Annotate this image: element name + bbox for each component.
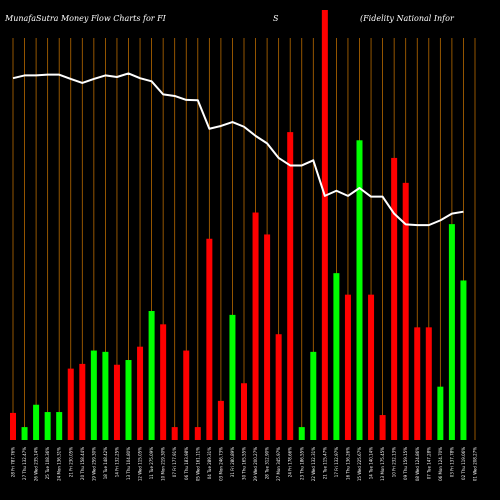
chart-title-symbol: S: [273, 14, 279, 23]
chart-title-company: (Fidelity National Infor: [360, 14, 455, 23]
money-flow-bar: [414, 327, 421, 440]
x-tick-label: 09 Thu 159.15%: [403, 447, 408, 480]
money-flow-bar: [298, 427, 305, 440]
x-tick-label: 23 Thu 186.55%: [299, 447, 304, 480]
money-flow-bar: [137, 346, 144, 440]
money-flow-bar: [10, 412, 16, 440]
money-flow-bar: [287, 132, 294, 440]
money-flow-bar: [437, 386, 444, 440]
x-tick-label: 28 Fri 787.76%: [11, 447, 16, 477]
x-tick-label: 18 Tue 148.42%: [103, 447, 108, 479]
money-flow-bar: [229, 314, 236, 440]
x-tick-label: 08 Wed 124.86%: [415, 447, 420, 481]
money-flow-bar: [171, 427, 178, 440]
money-flow-bar: [90, 350, 97, 440]
money-flow-bar: [379, 415, 386, 440]
money-flow-bar: [356, 140, 363, 441]
money-flow-bar: [33, 404, 40, 440]
x-tick-label: 26 Wed 235.14%: [34, 447, 39, 481]
money-flow-bar: [448, 224, 455, 440]
x-tick-label: 13 Mon 175.45%: [380, 447, 385, 481]
x-tick-label: 21 Fri 230.05%: [68, 447, 73, 477]
money-flow-bar: [241, 383, 247, 440]
money-flow-bar: [368, 294, 375, 440]
money-flow-bar: [321, 10, 328, 440]
x-tick-label: 17 Fri 132.97%: [334, 447, 339, 477]
trend-line: [12, 72, 464, 227]
money-flow-bar: [252, 212, 259, 440]
x-tick-label: 27 Mon 345.97%: [276, 447, 281, 481]
x-tick-label: 31 Fri 280.89%: [230, 447, 235, 477]
x-tick-labels: 28 Fri 787.76% 27 Thu 132.47% 26 Wed 235.1…: [11, 447, 478, 481]
x-tick-label: 11 Tue 275.09%: [149, 447, 154, 479]
money-flow-bar: [56, 412, 63, 440]
x-tick-label: 02 Thu 119.06%: [461, 447, 466, 480]
x-tick-label: 27 Thu 132.47%: [22, 447, 27, 480]
x-tick-label: 07 Tue 147.28%: [426, 447, 431, 479]
x-tick-label: 04 Tue 289.31%: [207, 447, 212, 479]
x-tick-label: 10 Mon 219.30%: [161, 447, 166, 481]
x-tick-label: 05 Wed 161.11%: [195, 447, 200, 481]
line-series: [12, 72, 464, 227]
x-tick-label: 03 Mon 246.73%: [218, 447, 223, 481]
x-tick-label: 10 Fri 232.13%: [392, 447, 397, 477]
money-flow-bar: [310, 351, 317, 440]
money-flow-bar: [344, 294, 351, 440]
money-flow-bar: [44, 412, 51, 440]
money-flow-bar: [102, 351, 109, 440]
money-flow-bar: [67, 368, 74, 440]
money-flow-bar: [194, 427, 201, 440]
x-tick-label: 13 Thu 104.80%: [126, 447, 131, 480]
x-tick-label: 03 Fri 137.78%: [449, 447, 454, 477]
money-flow-bar: [333, 273, 340, 440]
x-tick-label: 25 Tue 108.36%: [45, 447, 50, 479]
x-tick-label: 19 Wed 259.30%: [91, 447, 96, 481]
bar-series: [10, 10, 467, 441]
money-flow-bar: [391, 157, 398, 441]
money-flow-bar: [425, 327, 432, 440]
x-tick-label: 29 Wed 200.27%: [253, 447, 258, 481]
x-tick-label: 28 Tue 312.90%: [265, 447, 270, 479]
x-tick-label: 16 Thu 136.26%: [345, 447, 350, 480]
x-tick-label: 14 Fri 132.25%: [114, 447, 119, 477]
money-flow-bar: [460, 280, 467, 440]
money-flow-bar: [264, 234, 271, 440]
money-flow-bar: [148, 311, 155, 440]
x-tick-label: 20 Thu 158.44%: [80, 447, 85, 480]
money-flow-bar: [402, 182, 409, 441]
money-flow-bar: [79, 363, 86, 440]
x-tick-label: 30 Thu 165.55%: [242, 447, 247, 480]
x-tick-label: 24 Fri 178.66%: [288, 447, 293, 477]
x-tick-label: 21 Tue 115.47%: [322, 447, 327, 479]
money-flow-bar: [183, 350, 190, 440]
money-flow-bar: [113, 364, 120, 440]
money-flow-bar: [275, 334, 282, 440]
money-flow-bar: [217, 400, 224, 440]
x-tick-label: 06 Thu 183.98%: [184, 447, 189, 480]
x-tick-label: 06 Mon 124.70%: [438, 447, 443, 481]
x-tick-label: 24 Mon 136.31%: [57, 447, 62, 481]
x-tick-label: 14 Tue 140.14%: [369, 447, 374, 479]
x-tick-label: 12 Wed 115.05%: [138, 447, 143, 481]
x-tick-label: 07 Fri 177.91%: [172, 447, 177, 477]
money-flow-bar: [21, 427, 28, 440]
x-tick-label: 01 Wed 208.27%: [473, 447, 478, 481]
x-tick-label: 15 Wed 225.67%: [357, 447, 362, 481]
money-flow-bar: [160, 324, 167, 440]
chart-title-brand: MunafaSutra Money Flow Charts for FI: [4, 14, 167, 23]
x-tick-label: 22 Wed 132.31%: [311, 447, 316, 481]
money-flow-bar: [206, 238, 213, 440]
money-flow-bar: [125, 360, 132, 440]
